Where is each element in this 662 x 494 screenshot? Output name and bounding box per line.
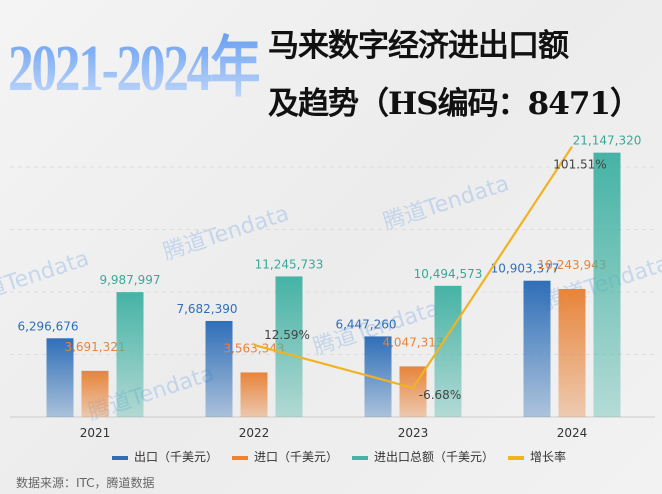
legend: 出口（千美元） 进口（千美元） 进出口总额（千美元） 增长率 bbox=[112, 448, 566, 465]
x-tick-label: 2024 bbox=[557, 426, 588, 440]
title-line1: 马来数字经济进出口额 bbox=[268, 28, 569, 64]
data-label: 4,047,313 bbox=[382, 335, 443, 349]
data-label: 10,494,573 bbox=[414, 267, 483, 281]
legend-growth: 增长率 bbox=[508, 448, 566, 465]
title-line2: 及趋势（HS编码：8471） bbox=[268, 86, 641, 122]
data-label: 6,296,676 bbox=[17, 319, 78, 333]
data-label: 7,682,390 bbox=[176, 302, 237, 316]
growth-line bbox=[253, 146, 573, 390]
growth-label: 101.51% bbox=[553, 158, 606, 172]
data-label: 3,563,343 bbox=[223, 341, 284, 355]
legend-total: 进出口总额（千美元） bbox=[352, 448, 494, 465]
title-year-range: 2021-2024年 bbox=[8, 14, 261, 110]
data-label: 10,243,943 bbox=[538, 258, 607, 272]
data-label: 11,245,733 bbox=[255, 257, 324, 271]
bar-total bbox=[434, 285, 462, 417]
bar-export bbox=[523, 280, 551, 417]
data-label: 21,147,320 bbox=[573, 134, 642, 148]
bar-export bbox=[46, 338, 74, 417]
x-tick-label: 2021 bbox=[80, 426, 111, 440]
growth-label: -6.68% bbox=[419, 388, 461, 402]
legend-export: 出口（千美元） bbox=[112, 448, 218, 465]
data-label: 10,903,377 bbox=[491, 262, 560, 276]
legend-import: 进口（千美元） bbox=[232, 448, 338, 465]
data-label: 3,691,321 bbox=[64, 340, 125, 354]
growth-label: 12.59% bbox=[264, 328, 310, 342]
x-tick-label: 2023 bbox=[398, 426, 429, 440]
data-label: 9,987,997 bbox=[99, 273, 160, 287]
bar-import bbox=[558, 288, 586, 417]
bar-export bbox=[205, 320, 233, 417]
bar-total bbox=[593, 152, 621, 417]
bar-import bbox=[240, 372, 268, 417]
bar-total bbox=[116, 292, 144, 417]
source-note: 数据来源：ITC，腾道数据 bbox=[16, 476, 155, 490]
x-tick-label: 2022 bbox=[239, 426, 270, 440]
bar-total bbox=[275, 276, 303, 417]
data-label: 6,447,260 bbox=[335, 317, 396, 331]
bar-import bbox=[81, 370, 109, 417]
